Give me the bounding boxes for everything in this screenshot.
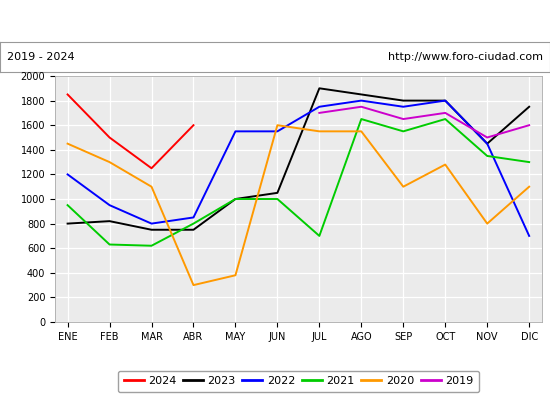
Text: Evolucion Nº Turistas Nacionales en el municipio de Valdemorillo: Evolucion Nº Turistas Nacionales en el m… bbox=[31, 14, 519, 28]
Text: 2019 - 2024: 2019 - 2024 bbox=[7, 52, 74, 62]
Text: http://www.foro-ciudad.com: http://www.foro-ciudad.com bbox=[388, 52, 543, 62]
Legend: 2024, 2023, 2022, 2021, 2020, 2019: 2024, 2023, 2022, 2021, 2020, 2019 bbox=[118, 371, 479, 392]
